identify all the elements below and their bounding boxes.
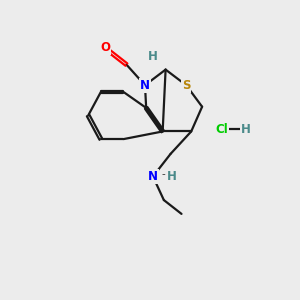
Text: O: O [100,41,110,54]
Text: N: N [148,170,158,183]
Text: H: H [148,50,158,63]
Text: -: - [162,169,166,179]
Text: H: H [167,170,177,183]
Text: S: S [182,79,190,92]
Text: H: H [241,123,251,136]
Text: N: N [140,79,150,92]
Text: Cl: Cl [215,123,228,136]
